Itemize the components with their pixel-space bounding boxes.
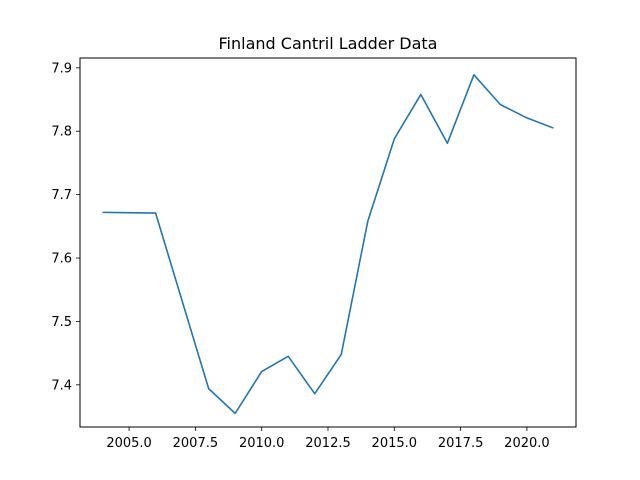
axes-frame xyxy=(79,57,577,428)
x-tick-label: 2007.5 xyxy=(173,436,219,451)
x-axis: 2005.0 2007.5 2010.0 2012.5 2015.0 2017.5 2020… xyxy=(106,427,550,451)
x-tick-label: 2015.0 xyxy=(372,436,418,451)
y-tick-label: 7.5 xyxy=(51,315,72,330)
y-tick-label: 7.7 xyxy=(51,188,72,203)
x-tick-label: 2010.0 xyxy=(239,436,285,451)
y-tick-label: 7.9 xyxy=(51,61,72,76)
y-tick-label: 7.8 xyxy=(51,125,72,140)
x-tick-label: 2005.0 xyxy=(106,436,152,451)
series-line-0 xyxy=(102,74,554,415)
x-tick-label: 2020.0 xyxy=(504,436,550,451)
y-tick-label: 7.4 xyxy=(51,378,72,393)
x-tick-label: 2017.5 xyxy=(438,436,484,451)
x-tick-label: 2012.5 xyxy=(305,436,351,451)
plot-area xyxy=(102,74,554,415)
chart-title: Finland Cantril Ladder Data xyxy=(219,34,438,53)
y-axis: 7.4 7.5 7.6 7.7 7.8 7.9 xyxy=(51,61,80,393)
y-tick-label: 7.6 xyxy=(51,252,72,267)
